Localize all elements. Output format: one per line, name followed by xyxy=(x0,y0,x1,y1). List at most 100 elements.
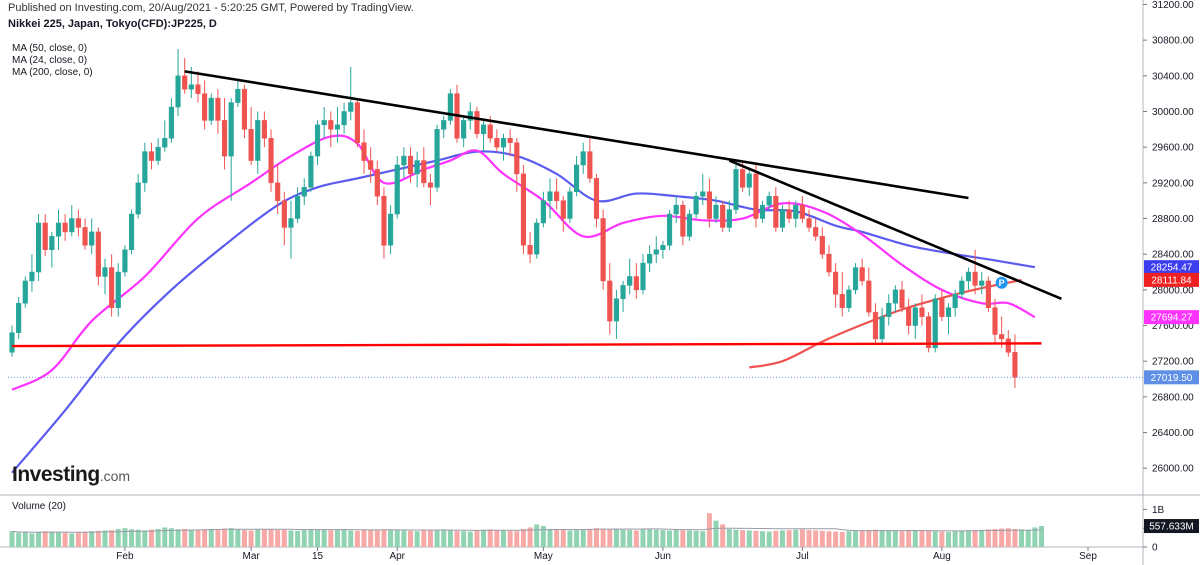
volume-bar xyxy=(295,530,301,547)
price-tick-label: 29200.00 xyxy=(1152,178,1194,189)
instrument-title: Nikkei 225, Japan, Tokyo(CFD):JP225, D xyxy=(8,18,217,30)
price-value-tag xyxy=(1144,370,1199,385)
ma-50-legend[interactable]: MA (50, close, 0) xyxy=(12,43,88,54)
volume-legend[interactable]: Volume (20) xyxy=(12,501,66,512)
volume-bar xyxy=(261,528,267,547)
candle-body xyxy=(992,307,998,335)
price-tick-label: 29600.00 xyxy=(1152,143,1194,154)
candle-body xyxy=(985,280,991,308)
candle-body xyxy=(354,102,360,143)
volume-bar xyxy=(520,528,526,547)
volume-bar xyxy=(447,530,453,547)
candle-body xyxy=(567,191,573,219)
volume-bar xyxy=(281,529,287,547)
volume-bar xyxy=(195,530,201,547)
candle-body xyxy=(759,204,766,219)
candle-body xyxy=(952,294,958,308)
candle-body xyxy=(500,137,507,148)
volume-bar xyxy=(607,529,613,547)
price-value-label: 28254.47 xyxy=(1151,263,1193,274)
candle-body xyxy=(102,267,108,277)
candle-body xyxy=(441,120,447,130)
volume-bar xyxy=(374,530,380,547)
candle-body xyxy=(613,298,619,322)
volume-bar xyxy=(919,530,925,547)
candle-body xyxy=(215,97,221,121)
volume-bar xyxy=(16,532,22,547)
candle-body xyxy=(507,137,513,143)
resistance-1-trendline xyxy=(184,70,969,200)
volume-bar xyxy=(414,531,420,547)
volume-bar xyxy=(434,529,440,547)
price-value-label: 27694.27 xyxy=(1151,313,1193,324)
candle-body xyxy=(341,111,347,126)
ma-50-line xyxy=(749,278,1022,369)
candle-body xyxy=(660,245,666,250)
volume-bar xyxy=(806,530,812,547)
volume-bar xyxy=(660,530,666,547)
candle-body xyxy=(587,151,593,179)
volume-bar xyxy=(594,528,599,547)
volume-bar xyxy=(985,529,991,547)
volume-bar xyxy=(647,528,653,547)
candle-body xyxy=(965,271,972,282)
volume-bar xyxy=(1032,527,1038,547)
price-value-label: 28111.84 xyxy=(1151,275,1192,286)
ma-24-legend[interactable]: MA (24, close, 0) xyxy=(12,55,88,66)
volume-bar xyxy=(859,530,865,547)
candle-body xyxy=(122,249,128,273)
volume-bar xyxy=(686,530,692,547)
volume-bar xyxy=(627,530,633,547)
volume-bar xyxy=(408,530,414,547)
volume-bar xyxy=(992,528,998,547)
published-line: Published on Investing.com, 20/Aug/2021 … xyxy=(8,2,414,14)
candle-body xyxy=(1005,338,1011,353)
candle-body xyxy=(414,160,420,175)
volume-bar xyxy=(348,530,354,547)
volume-bar xyxy=(288,530,294,547)
candle-body xyxy=(926,316,932,349)
candle-body xyxy=(527,245,533,255)
candle-body xyxy=(786,209,792,219)
volume-bar xyxy=(9,531,15,547)
time-tick-label: May xyxy=(534,551,553,562)
volume-bar xyxy=(142,530,148,547)
candle-body xyxy=(421,160,427,184)
candle-body xyxy=(308,155,314,188)
price-tick-label: 30000.00 xyxy=(1152,107,1194,118)
volume-bar xyxy=(667,530,673,547)
candle-body xyxy=(713,204,719,219)
candle-body xyxy=(819,236,825,255)
volume-bar xyxy=(148,529,154,547)
candle-body xyxy=(547,191,553,201)
candle-body xyxy=(202,93,208,121)
candle-body xyxy=(919,307,925,317)
candle-body xyxy=(700,191,706,197)
volume-bar xyxy=(965,530,971,547)
volume-bar xyxy=(866,530,872,547)
volume-bar xyxy=(301,530,307,547)
candle-body xyxy=(89,231,95,246)
volume-bar xyxy=(155,528,161,547)
volume-bar xyxy=(826,531,832,547)
volume-bar xyxy=(979,529,985,547)
volume-value-label: 557.633M xyxy=(1149,522,1193,533)
volume-pane xyxy=(9,513,1044,547)
candle-body xyxy=(593,178,600,219)
volume-bar xyxy=(899,531,905,547)
volume-bar xyxy=(700,531,706,547)
volume-bar xyxy=(720,524,726,547)
candle-body xyxy=(627,276,633,286)
volume-bar xyxy=(633,530,639,547)
candle-body xyxy=(999,334,1005,340)
volume-bar xyxy=(315,529,321,547)
candle-body xyxy=(135,182,141,215)
volume-bar xyxy=(109,530,115,547)
volume-bar xyxy=(999,528,1005,547)
candle-body xyxy=(474,111,480,135)
volume-bar xyxy=(793,529,799,547)
candle-body xyxy=(115,271,121,308)
ma-200-legend[interactable]: MA (200, close, 0) xyxy=(12,67,93,78)
